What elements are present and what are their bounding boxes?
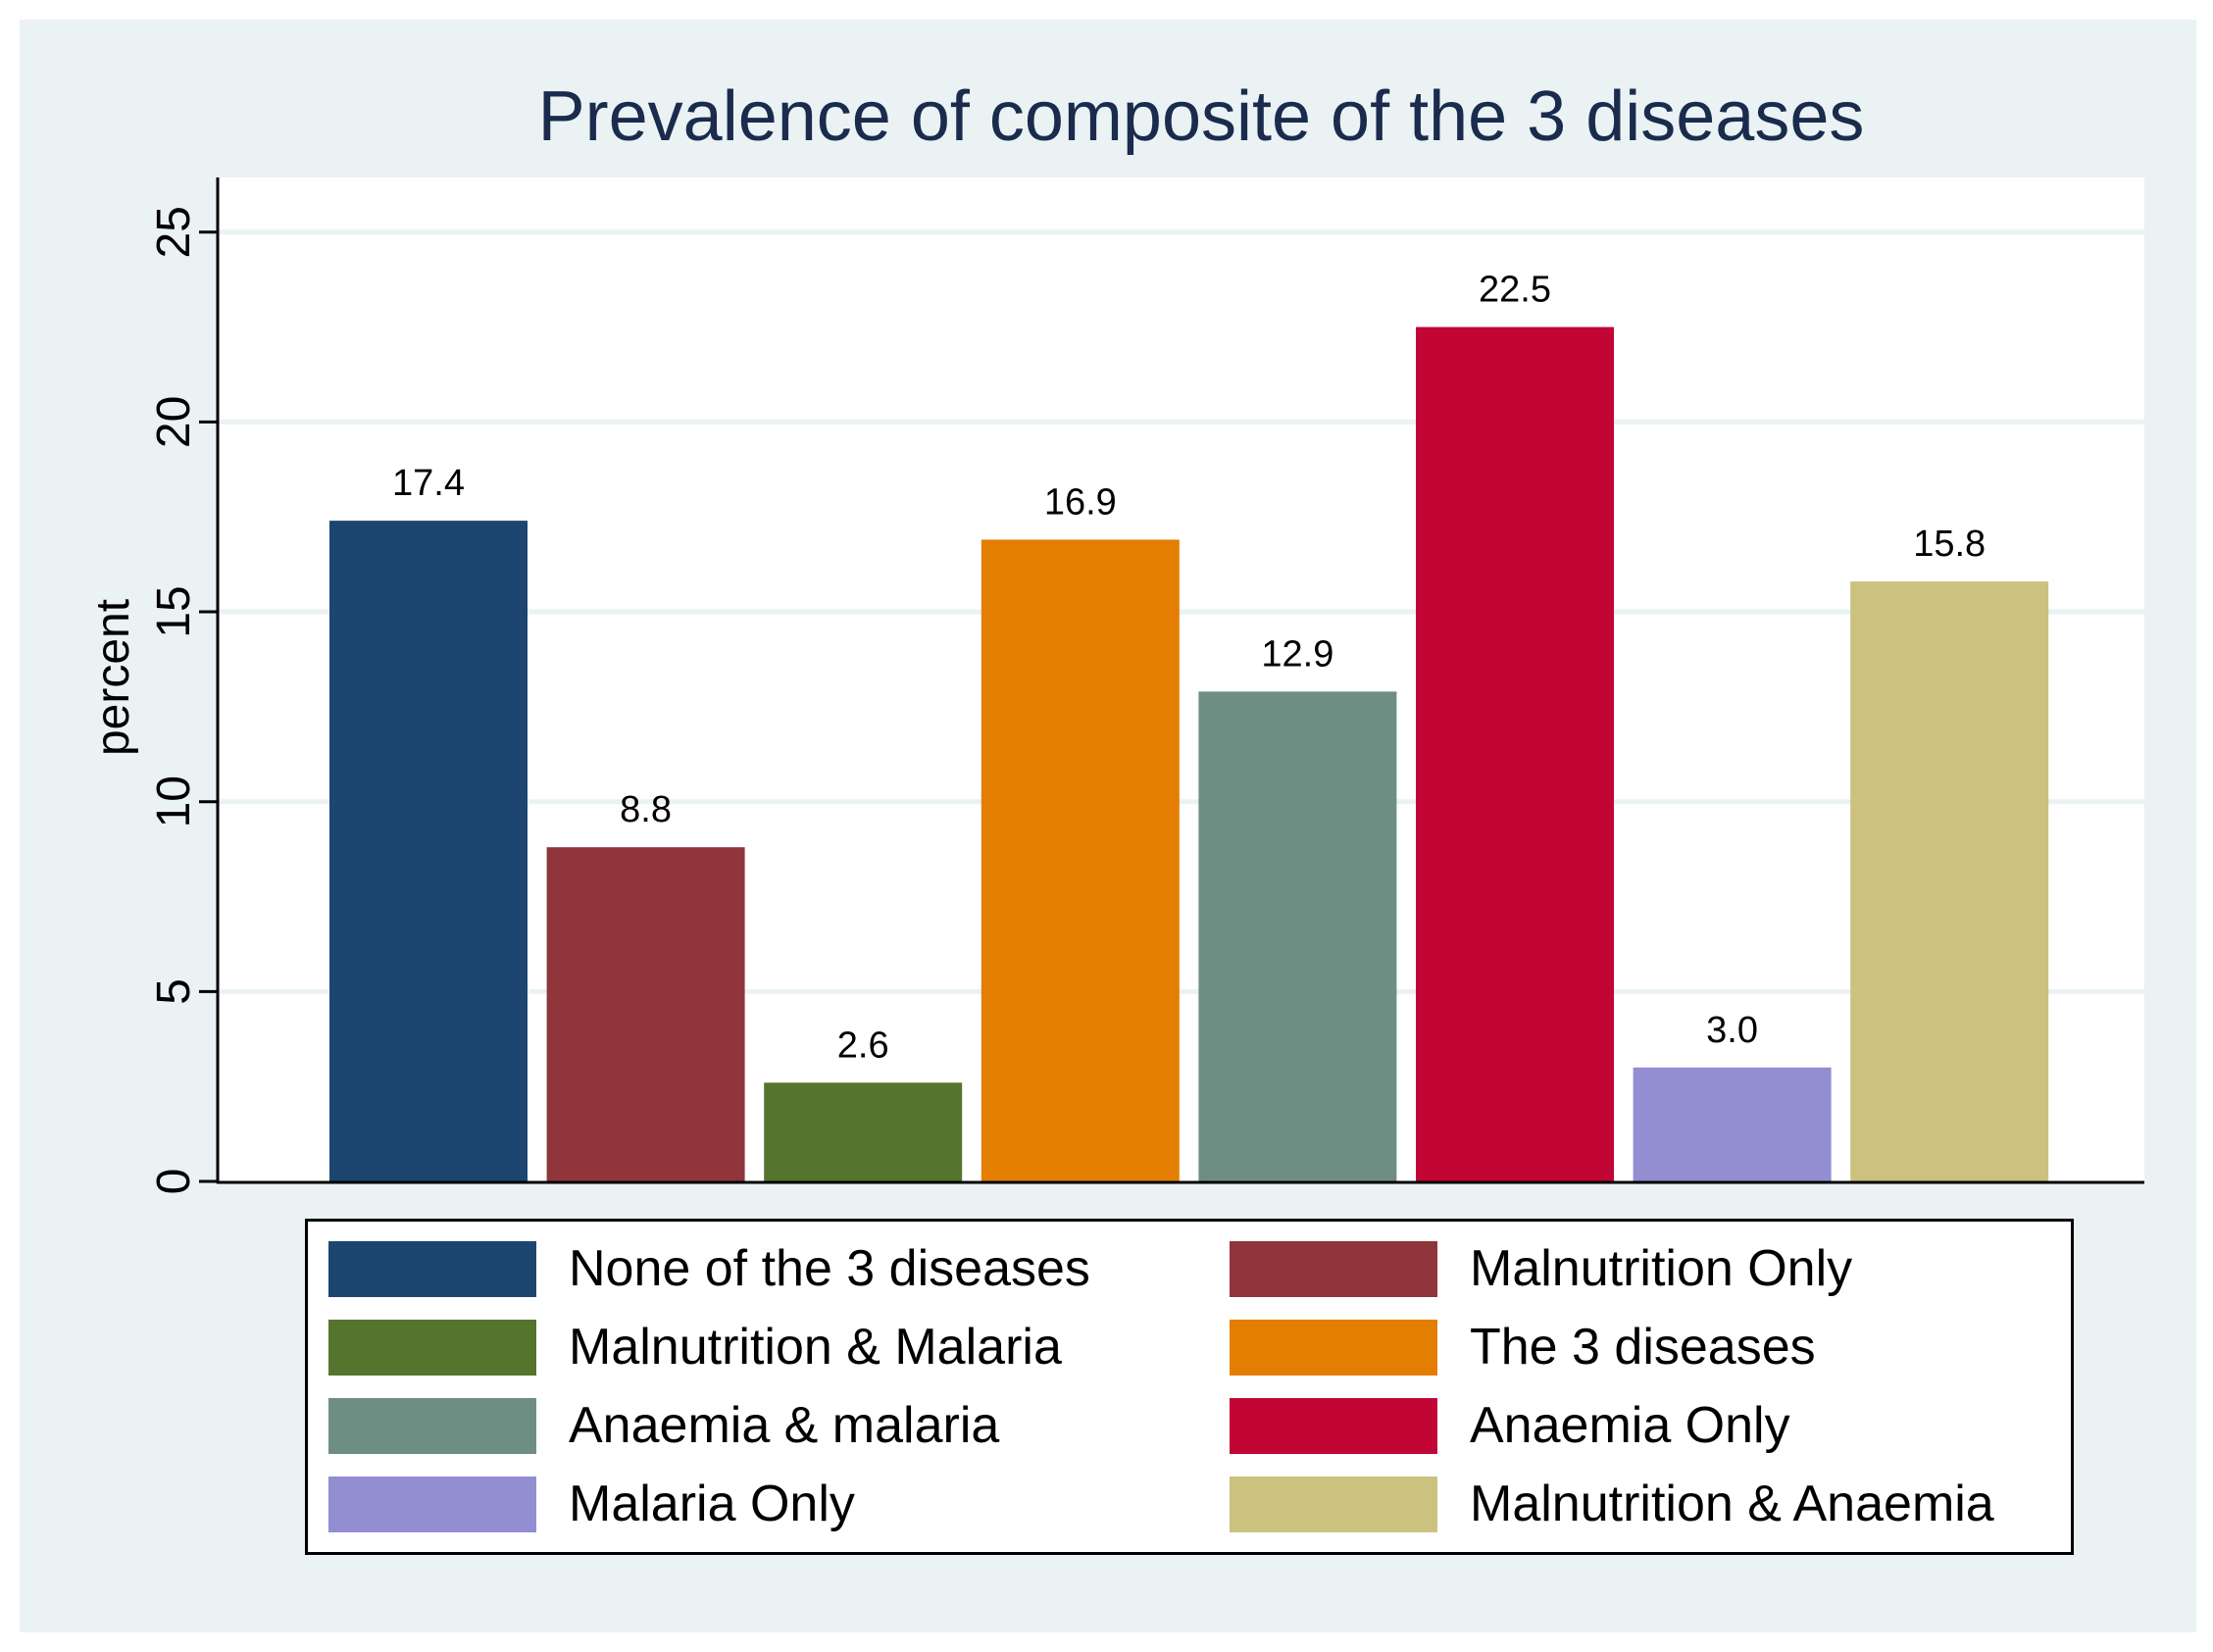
bars bbox=[329, 326, 2049, 1181]
legend-label: Anaemia Only bbox=[1470, 1397, 1790, 1454]
legend-label: None of the 3 diseases bbox=[569, 1240, 1090, 1297]
legend-label: Malnutrition Only bbox=[1470, 1240, 1853, 1297]
legend-swatch bbox=[1230, 1241, 1437, 1297]
legend-label: Malnutrition & Malaria bbox=[569, 1319, 1062, 1376]
bar bbox=[1198, 691, 1397, 1181]
y-tick-label: 5 bbox=[148, 978, 200, 1005]
bar-value-label: 16.9 bbox=[1044, 481, 1117, 523]
bar-value-label: 22.5 bbox=[1479, 270, 1551, 311]
y-tick-label: 0 bbox=[148, 1169, 200, 1195]
bar bbox=[1850, 581, 2049, 1181]
bar bbox=[981, 539, 1180, 1181]
legend-swatch bbox=[1230, 1398, 1437, 1454]
plot-background bbox=[218, 177, 2144, 1181]
bar-value-label: 15.8 bbox=[1913, 524, 1986, 565]
bar-value-label: 12.9 bbox=[1261, 633, 1333, 675]
bar bbox=[1416, 326, 1614, 1181]
y-axis-title: percent bbox=[87, 599, 139, 756]
legend-label: Anaemia & malaria bbox=[569, 1397, 1000, 1454]
y-axis-ticks: 0 5 10 15 20 25 bbox=[148, 206, 218, 1194]
bar-value-label: 3.0 bbox=[1706, 1010, 1758, 1051]
y-tick-label: 15 bbox=[148, 585, 200, 637]
bar-value-label: 2.6 bbox=[837, 1025, 889, 1066]
bar bbox=[546, 847, 745, 1181]
y-tick-label: 20 bbox=[148, 396, 200, 448]
bar-value-label: 17.4 bbox=[392, 463, 465, 504]
legend-swatch bbox=[1230, 1477, 1437, 1532]
legend-swatch bbox=[1230, 1320, 1437, 1376]
legend-label: Malnutrition & Anaemia bbox=[1470, 1476, 1994, 1532]
gridlines bbox=[219, 229, 2144, 994]
chart-title: Prevalence of composite of the 3 disease… bbox=[537, 77, 1865, 156]
legend-swatch bbox=[328, 1241, 536, 1297]
bar bbox=[329, 521, 528, 1181]
legend: None of the 3 diseases Malnutrition Only M… bbox=[305, 1219, 2074, 1555]
bar bbox=[1633, 1067, 1832, 1181]
legend-swatch bbox=[328, 1320, 536, 1376]
legend-swatch bbox=[328, 1477, 536, 1532]
y-tick-label: 10 bbox=[148, 776, 200, 827]
bar bbox=[764, 1082, 963, 1181]
bar-labels: 17.4 8.8 2.6 16.9 12.9 22.5 3.0 15.8 bbox=[392, 270, 1986, 1067]
y-tick-label: 25 bbox=[148, 206, 200, 258]
legend-label: Malaria Only bbox=[569, 1476, 855, 1532]
bar-value-label: 8.8 bbox=[620, 789, 672, 830]
legend-label: The 3 diseases bbox=[1470, 1319, 1816, 1376]
legend-swatch bbox=[328, 1398, 536, 1454]
